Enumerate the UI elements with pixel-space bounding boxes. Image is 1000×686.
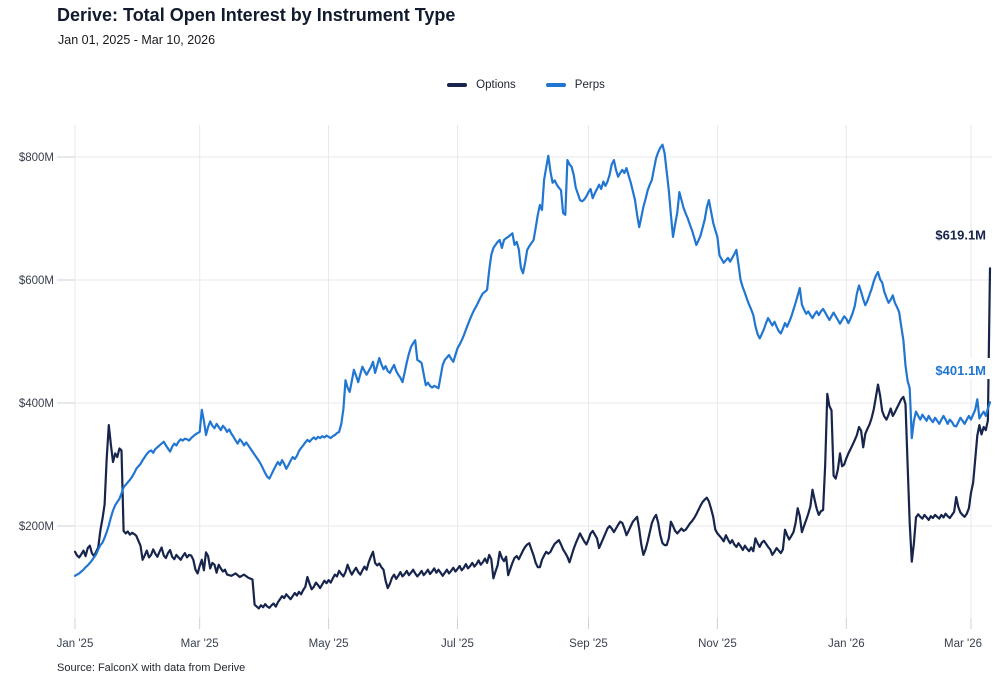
y-axis-label: $800M (19, 152, 54, 164)
x-axis-label: Jan '25 (57, 638, 94, 650)
source-note: Source: FalconX with data from Derive (57, 662, 246, 674)
x-axis-label: Jul '25 (441, 638, 474, 650)
options-line-swatch-icon (447, 83, 468, 87)
options-end-value-label: $619.1M (935, 228, 986, 243)
chart-subtitle: Jan 01, 2025 - Mar 10, 2026 (58, 33, 216, 47)
legend-label-options: Options (476, 79, 516, 91)
annotation-layer: $619.1M $401.1M (914, 228, 992, 380)
perps-end-value-label: $401.1M (935, 363, 986, 378)
x-axis-label: Sep '25 (569, 638, 608, 650)
y-axis-label: $600M (19, 275, 54, 287)
series-line-perps (73, 143, 992, 577)
series-line-options (73, 267, 992, 610)
chart-legend: Options Perps (26, 79, 1000, 91)
x-axis-label: May '25 (309, 638, 349, 650)
y-axis-label: $400M (19, 398, 54, 410)
chart-title: Derive: Total Open Interest by Instrumen… (57, 5, 456, 25)
axis-layer: $200M $400M $600M $800M Jan '25 Mar '25 May '2… (19, 152, 982, 650)
legend-label-perps: Perps (574, 79, 605, 91)
y-axis-label: $200M (19, 521, 54, 533)
x-axis-label: Mar '26 (944, 638, 982, 650)
x-axis-label: Mar '25 (181, 638, 219, 650)
perps-line-swatch-icon (545, 83, 566, 87)
perps-label-background (914, 358, 992, 380)
legend-item-perps[interactable]: Perps (545, 79, 605, 91)
x-axis-label: Jan '26 (828, 638, 865, 650)
x-axis-label: Nov '25 (698, 638, 737, 650)
legend-item-options[interactable]: Options (447, 79, 516, 91)
grid-layer (57, 125, 992, 629)
series-layer (73, 143, 992, 610)
